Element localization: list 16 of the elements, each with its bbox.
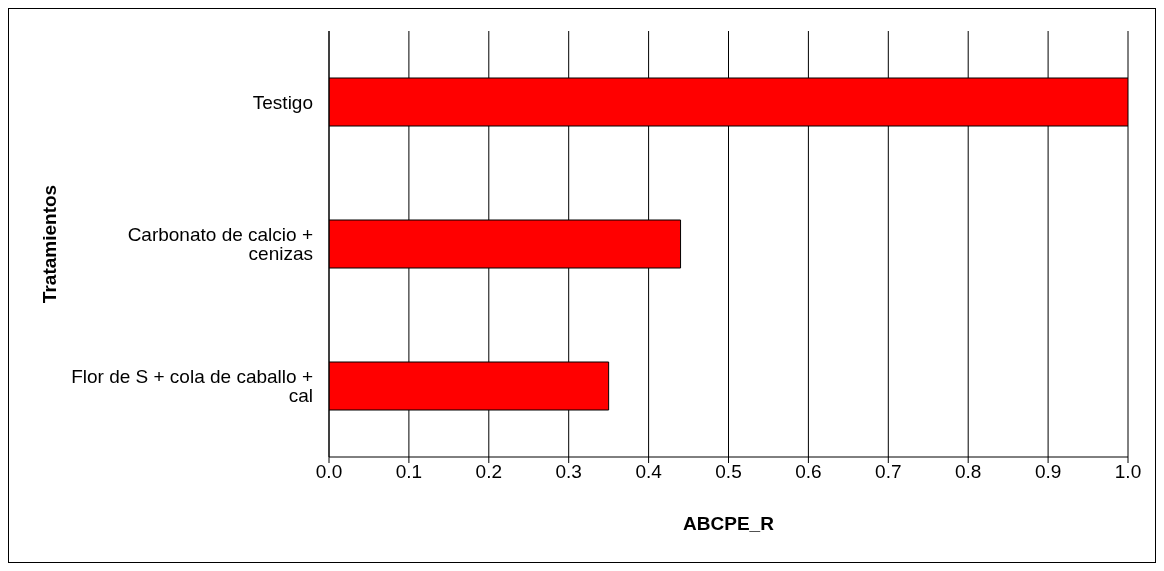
- y-tick-label: Flor de S + cola de caballo + cal: [71, 366, 313, 407]
- x-tick-label: 0.9: [1034, 461, 1062, 483]
- y-axis-title: Tratamientos: [38, 184, 60, 304]
- x-tick-label: 0.4: [635, 461, 663, 483]
- x-tick-label: 0.1: [395, 461, 423, 483]
- x-axis-title: ABCPE_R: [683, 513, 775, 534]
- x-tick-label: 0.8: [954, 461, 982, 483]
- y-tick-label: Carbonato de calcio + cenizas: [127, 224, 313, 265]
- x-tick-label: 1.0: [1114, 461, 1142, 483]
- y-tick-label: Testigo: [252, 91, 313, 113]
- x-tick-label: 0.6: [795, 461, 822, 483]
- x-tick-label: 0.5: [715, 461, 742, 483]
- x-tick-label: 0.7: [875, 461, 902, 483]
- x-tick-label: 0.3: [555, 461, 582, 483]
- x-tick-label: 0.0: [315, 461, 343, 483]
- x-tick-label: 0.2: [475, 461, 503, 483]
